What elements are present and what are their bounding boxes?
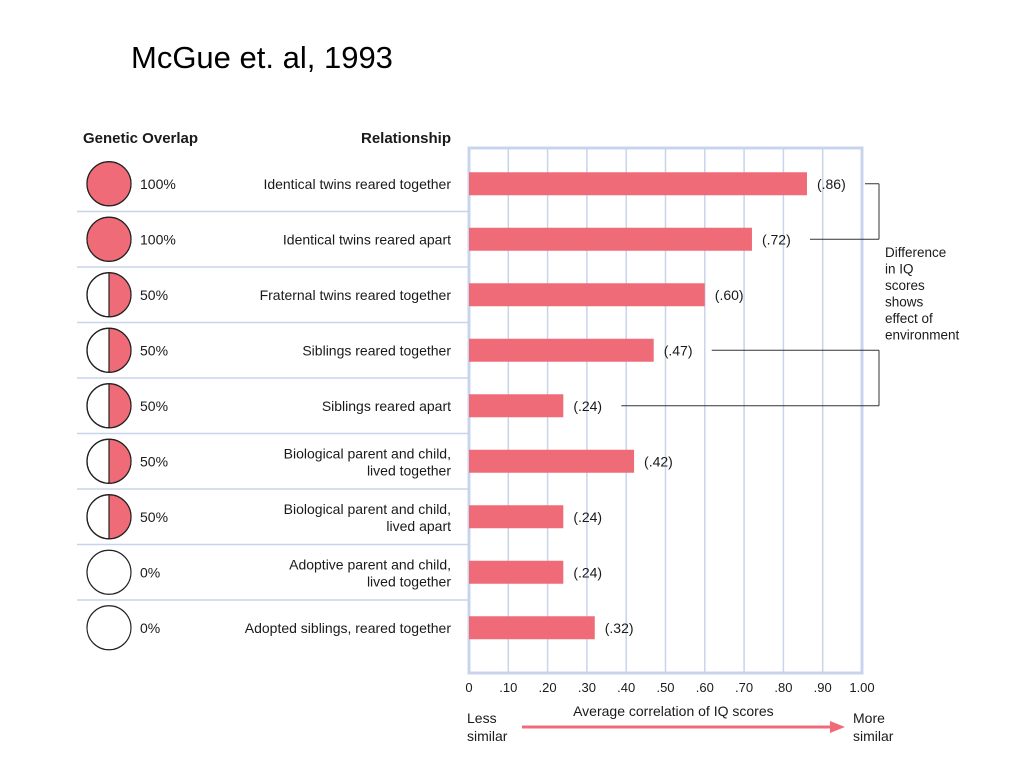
overlap-circle-half [109,328,131,373]
correlation-bar [469,449,635,473]
overlap-percent-label: 50% [140,342,168,358]
correlation-bar [469,394,564,418]
x-tick-label: .10 [499,680,517,695]
overlap-circle-full [86,216,132,262]
correlation-bar [469,616,595,640]
overlap-percent-label: 0% [140,564,160,580]
bar-value-label: (.86) [817,176,846,192]
correlation-bar [469,172,807,196]
x-tick-label: .20 [539,680,557,695]
x-tick-label: .80 [774,680,792,695]
relationship-label: Siblings reared apart [322,398,451,414]
relationship-label: Biological parent and child, [284,501,451,517]
overlap-percent-label: 100% [140,231,176,247]
x-tick-label: .50 [656,680,674,695]
correlation-bar [469,505,564,529]
annotation-text: scores [885,278,925,293]
annotation-text: Difference [885,245,946,260]
bar-value-label: (.60) [715,287,744,303]
overlap-circle-outline [86,549,132,595]
less-similar-label: Less [467,710,497,726]
overlap-percent-label: 50% [140,287,168,303]
overlap-percent-label: 100% [140,176,176,192]
x-tick-label: 1.00 [849,680,874,695]
relationship-label: Fraternal twins reared together [260,287,452,303]
correlation-bar [469,560,564,584]
bar-value-label: (.72) [762,231,791,247]
bar-value-label: (.24) [573,564,602,580]
x-tick-label: .60 [696,680,714,695]
correlation-bar [469,338,654,362]
more-similar-label: similar [853,728,894,744]
less-similar-label: similar [467,728,508,744]
overlap-circle-half [109,494,131,539]
annotation-text: effect of [885,311,933,326]
relationship-label: Identical twins reared apart [283,231,451,247]
relationship-label: Biological parent and child, [284,445,451,461]
relationship-label: lived together [367,462,451,478]
genetic-overlap-header: Genetic Overlap [83,130,198,147]
bar-value-label: (.47) [664,342,693,358]
overlap-percent-label: 50% [140,453,168,469]
similarity-arrow-head [830,721,845,733]
x-tick-label: .70 [735,680,753,695]
overlap-circle-outline [86,605,132,651]
x-tick-label: 0 [465,680,472,695]
relationship-label: Adoptive parent and child, [289,556,451,572]
bar-value-label: (.24) [573,509,602,525]
relationship-label: lived apart [386,518,451,534]
overlap-percent-label: 0% [140,620,160,636]
bar-value-label: (.42) [644,453,673,469]
overlap-percent-label: 50% [140,398,168,414]
relationship-label: Siblings reared together [302,342,451,358]
relationship-label: Adopted siblings, reared together [245,620,452,636]
bar-value-label: (.24) [573,398,602,414]
correlation-bar [469,227,752,251]
relationship-header: Relationship [361,130,451,147]
x-tick-label: .90 [814,680,832,695]
overlap-circle-full [86,161,132,207]
relationship-label: lived together [367,573,451,589]
overlap-circle-half [109,439,131,484]
correlation-bar [469,283,705,307]
more-similar-label: More [853,710,885,726]
annotation-text: in IQ [885,262,914,277]
slide-title: McGue et. al, 1993 [131,40,393,75]
x-tick-label: .30 [578,680,596,695]
bar-value-label: (.32) [605,620,634,636]
annotation-text: environment [885,328,960,343]
x-axis-label: Average correlation of IQ scores [573,703,774,719]
relationship-label: Identical twins reared together [263,176,451,192]
x-tick-label: .40 [617,680,635,695]
overlap-circle-half [109,383,131,428]
overlap-percent-label: 50% [140,509,168,525]
overlap-circle-half [109,272,131,317]
annotation-text: shows [885,295,924,310]
